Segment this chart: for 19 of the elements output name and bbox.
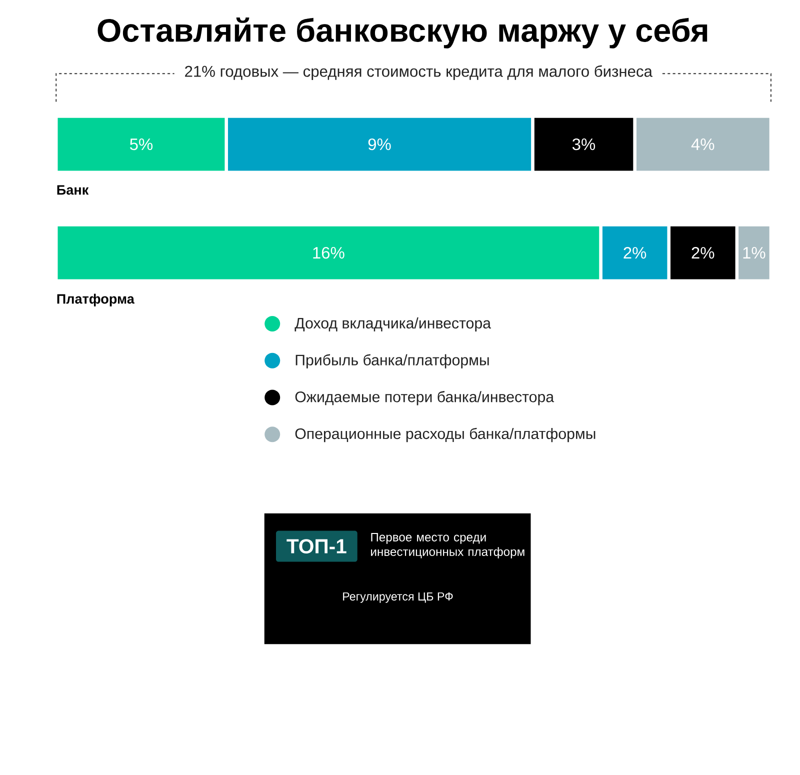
- y-tick-label: Платформа: [57, 294, 134, 306]
- data-label: 1%: [743, 247, 766, 259]
- data-label: 16%: [313, 247, 344, 259]
- data-label: 4%: [691, 138, 714, 150]
- legend-label: Операционные расходы банка/платформы: [295, 428, 596, 442]
- data-label: 9%: [368, 138, 391, 150]
- data-label: 2%: [692, 247, 714, 259]
- data-label: 5%: [130, 138, 153, 150]
- legend-label: Доход вкладчика/инвестора: [294, 317, 491, 332]
- text: 21% годовых — средняя стоимость кредита для малого бизнеса: [185, 65, 652, 80]
- legend-label: Ожидаемые потери банка/инвестора: [295, 391, 554, 406]
- text: Регулируется ЦБ РФ: [343, 592, 453, 603]
- y-tick-label: Банк: [57, 185, 89, 195]
- text: Первое место среди инвестиционных платформ: [371, 533, 524, 558]
- text: ТОП-1: [286, 539, 346, 554]
- chart-title: Оставляйте банковскую маржу у себя: [98, 18, 708, 48]
- data-label: 2%: [624, 247, 646, 259]
- legend-label: Прибыль банка/платформы: [296, 354, 489, 368]
- data-label: 3%: [572, 138, 596, 150]
